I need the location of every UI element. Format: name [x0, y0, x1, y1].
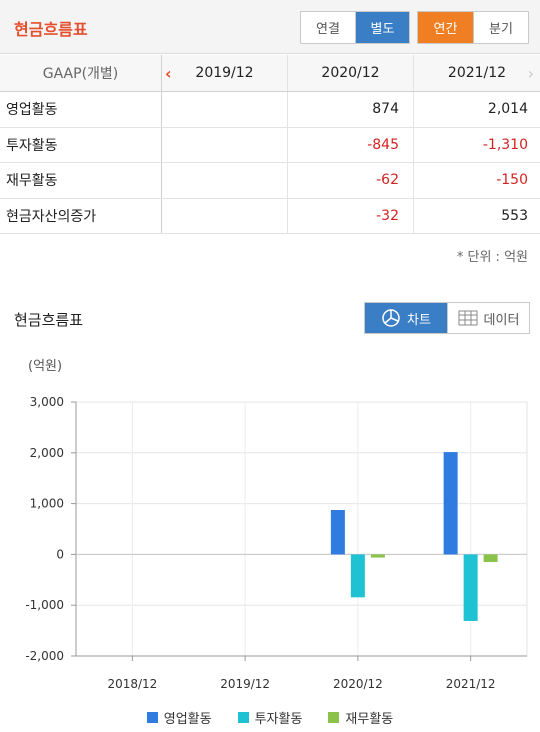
table-row: 영업활동 874 2,014	[0, 92, 540, 128]
plot-area	[75, 401, 528, 657]
y-axis-unit-label: (억원)	[28, 359, 63, 374]
table-cell	[162, 198, 288, 233]
table-cell: -1,310	[482, 136, 528, 153]
data-view-button[interactable]: 데이터	[447, 303, 529, 333]
x-tick-label: 2019/12	[220, 677, 270, 691]
annual-button[interactable]: 연간	[418, 12, 473, 43]
legend-label: 투자활동	[254, 712, 303, 727]
bar	[483, 554, 498, 563]
prev-period-arrow-icon[interactable]: ‹	[165, 63, 172, 83]
quarterly-button[interactable]: 분기	[473, 12, 528, 43]
y-tick-label: 1,000	[30, 497, 64, 511]
table-cell: 874	[288, 92, 414, 127]
table-cell	[162, 127, 288, 162]
cashflow-table: GAAP(개별) 2019/12 2020/12 2021/12 ‹ › 영업활…	[0, 55, 540, 234]
chart-legend: 영업활동 투자활동 재무활동	[0, 708, 540, 727]
legend-item[interactable]: 영업활동	[146, 708, 212, 727]
separate-button[interactable]: 별도	[355, 12, 409, 43]
consolidated-button[interactable]: 연결	[301, 12, 355, 43]
table-cell: -32	[288, 198, 414, 233]
row-label: 재무활동	[0, 163, 162, 198]
row-label: 영업활동	[0, 92, 162, 127]
bar	[350, 554, 365, 598]
x-tick-label: 2020/12	[333, 677, 383, 691]
legend-label: 영업활동	[163, 712, 212, 727]
unit-note: * 단위 : 억원	[456, 250, 528, 265]
table-cell: -62	[288, 163, 414, 198]
column-header: 2021/12	[414, 55, 540, 91]
table-row: 현금자산의증가 -32 553	[0, 198, 540, 234]
table-cell: 553	[501, 207, 528, 224]
chart-view-label: 차트	[407, 312, 431, 328]
row-label: 현금자산의증가	[0, 198, 162, 233]
table-corner-label: GAAP(개별)	[0, 55, 162, 91]
pie-chart-icon	[381, 308, 401, 328]
legend-item[interactable]: 재무활동	[328, 708, 393, 727]
table-grid-icon	[458, 310, 478, 326]
chart-section-title: 현금흐름표	[14, 311, 84, 329]
table-row: 투자활동 -845 -1,310	[0, 127, 540, 163]
y-tick-label: 0	[56, 547, 64, 561]
table-cell	[162, 163, 288, 198]
legend-item[interactable]: 투자활동	[237, 708, 303, 727]
period-toggle: 연간 분기	[417, 11, 529, 44]
y-tick-label: -2,000	[25, 649, 64, 663]
data-view-label: 데이터	[483, 312, 520, 328]
table-row: 재무활동 -62 -150	[0, 163, 540, 199]
column-header: 2019/12	[162, 55, 288, 91]
x-tick-label: 2018/12	[107, 677, 157, 691]
table-cell: -150	[496, 172, 528, 189]
consolidation-toggle: 연결 별도	[300, 11, 410, 44]
cashflow-bar-chart: 3,000 2,000 1,000 0 -1,000 -2,000 2018/12 2019/…	[25, 395, 528, 691]
bar	[370, 554, 385, 558]
row-label: 투자활동	[0, 127, 162, 162]
table-header-row: GAAP(개별) 2019/12 2020/12 2021/12 ‹ ›	[0, 55, 540, 92]
legend-swatch	[237, 712, 249, 723]
legend-swatch	[328, 712, 340, 723]
view-toggle: 차트 데이터	[364, 302, 530, 334]
table-cell: 2,014	[487, 101, 528, 118]
bar	[330, 510, 345, 555]
y-tick-label: 2,000	[30, 446, 64, 460]
table-cell	[162, 92, 288, 127]
bar	[443, 452, 458, 555]
chart-view-button[interactable]: 차트	[365, 303, 447, 333]
table-cell: -845	[288, 127, 414, 162]
x-tick-label: 2021/12	[446, 677, 496, 691]
top-header: 현금흐름표 연결 별도 연간 분기	[0, 0, 540, 54]
page-title: 현금흐름표	[14, 20, 88, 39]
bar	[463, 554, 478, 621]
column-header: 2020/12	[288, 55, 414, 91]
legend-label: 재무활동	[345, 712, 394, 727]
legend-swatch	[146, 712, 158, 723]
y-tick-label: -1,000	[25, 598, 64, 612]
y-tick-label: 3,000	[30, 395, 64, 409]
next-period-arrow-icon[interactable]: ›	[527, 63, 534, 83]
